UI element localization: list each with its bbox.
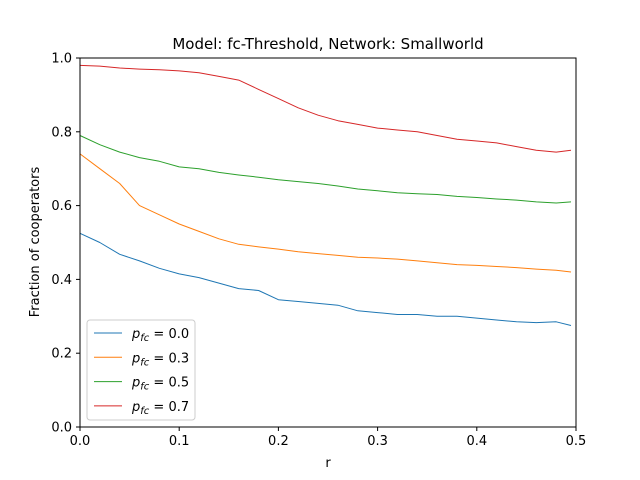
y-tick-label: 0.6 <box>51 199 72 214</box>
x-tick-label: 0.1 <box>169 434 190 449</box>
y-tick-label: 0.8 <box>51 125 72 140</box>
plot-frame <box>79 57 577 428</box>
series-line-0 <box>79 232 572 326</box>
y-tick-label: 0.0 <box>51 421 72 436</box>
chart-title: Model: fc-Threshold, Network: Smallworld <box>172 35 483 53</box>
y-tick-label: 1.0 <box>51 52 72 67</box>
x-tick-label: 0.5 <box>566 434 587 449</box>
legend-entry-label: pfc = 0.7 <box>131 400 189 417</box>
y-axis-ticks: 0.0 0.2 0.4 0.6 0.8 1.0 <box>51 52 80 436</box>
series-line-2 <box>79 135 572 204</box>
y-tick-label: 0.4 <box>51 273 72 288</box>
y-axis-label: Fraction of cooperators <box>28 167 43 318</box>
series-line-3 <box>79 64 572 153</box>
x-axis-label: r <box>325 456 331 471</box>
legend-box <box>86 319 196 421</box>
x-tick-label: 0.2 <box>268 434 289 449</box>
series-line-1 <box>79 153 572 273</box>
legend-entry-label: pfc = 0.5 <box>131 376 189 393</box>
series-lines <box>79 64 572 326</box>
x-tick-label: 0.3 <box>367 434 388 449</box>
legend-entry-label: pfc = 0.3 <box>131 351 189 368</box>
legend-entry-label: pfc = 0.0 <box>131 327 189 344</box>
legend: pfc = 0.0 pfc = 0.3 pfc = 0.5 pfc = 0.7 <box>86 319 196 421</box>
x-tick-label: 0.0 <box>70 434 91 449</box>
x-tick-label: 0.4 <box>466 434 487 449</box>
y-tick-label: 0.2 <box>51 347 72 362</box>
x-axis-ticks: 0.0 0.1 0.2 0.3 0.4 0.5 <box>70 427 587 449</box>
